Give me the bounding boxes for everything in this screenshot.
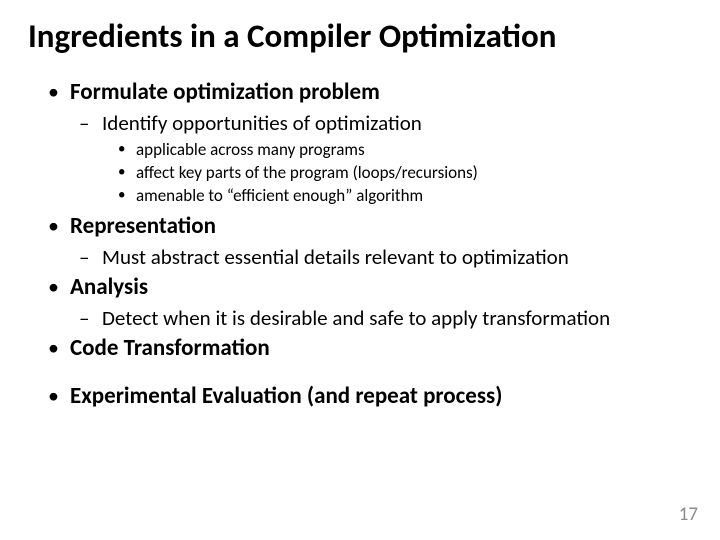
bullet-text: Representation	[70, 212, 216, 240]
bullet-formulate: Formulate optimization problem Identify …	[70, 78, 692, 208]
bullet-list-lvl2: Detect when it is desirable and safe to …	[70, 305, 692, 332]
bullet-abstract: Must abstract essential details relevant…	[102, 244, 692, 271]
bullet-text: Code Transformation	[70, 334, 270, 362]
bullet-applicable: applicable across many programs	[136, 139, 692, 162]
slide-container: Ingredients in a Compiler Optimization F…	[0, 0, 720, 540]
bullet-affect-key: affect key parts of the program (loops/r…	[136, 162, 692, 185]
bullet-list-lvl2: Must abstract essential details relevant…	[70, 244, 692, 271]
bullet-text: amenable to “efficient enough” algorithm	[136, 185, 423, 206]
bullet-text: Detect when it is desirable and safe to …	[102, 305, 610, 331]
bullet-text: Must abstract essential details relevant…	[102, 244, 569, 270]
bullet-amenable: amenable to “efficient enough” algorithm	[136, 185, 692, 208]
bullet-analysis: Analysis Detect when it is desirable and…	[70, 273, 692, 332]
bullet-text-suffix: (and repeat process)	[302, 382, 503, 410]
bullet-experimental-evaluation: Experimental Evaluation (and repeat proc…	[70, 382, 692, 412]
bullet-identify: Identify opportunities of optimization a…	[102, 110, 692, 208]
page-number: 17	[679, 503, 698, 526]
bullet-text: Analysis	[70, 273, 148, 301]
bullet-text: affect key parts of the program (loops/r…	[136, 162, 478, 183]
bullet-code-transformation: Code Transformation	[70, 334, 692, 364]
bullet-list-lvl3: applicable across many programs affect k…	[102, 139, 692, 208]
bullet-text: applicable across many programs	[136, 139, 365, 160]
bullet-representation: Representation Must abstract essential d…	[70, 212, 692, 271]
bullet-detect: Detect when it is desirable and safe to …	[102, 305, 692, 332]
bullet-list-lvl2: Identify opportunities of optimization a…	[70, 110, 692, 208]
spacer	[70, 366, 692, 380]
bullet-text: Formulate optimization problem	[70, 78, 380, 106]
slide-title: Ingredients in a Compiler Optimization	[28, 18, 692, 56]
bullet-text: Identify opportunities of optimization	[102, 110, 422, 136]
bullet-list-lvl1: Formulate optimization problem Identify …	[28, 78, 692, 412]
bullet-text-bold: Experimental Evaluation	[70, 382, 302, 410]
